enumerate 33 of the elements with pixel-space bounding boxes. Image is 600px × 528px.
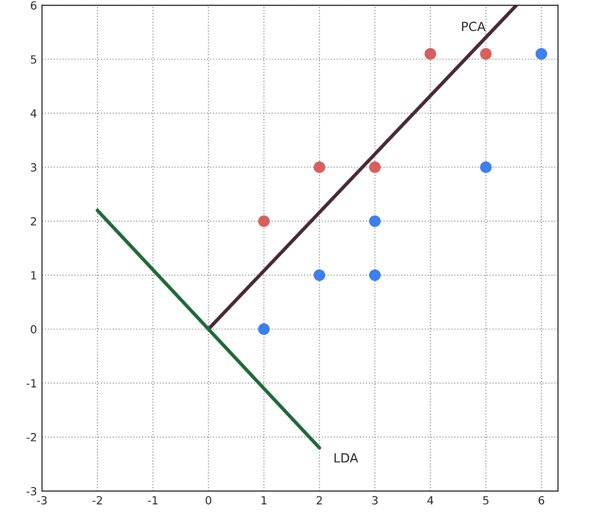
x-tick-label: -2	[92, 496, 102, 504]
y-tick-label: 1	[31, 271, 36, 280]
y-tick-label: 5	[30, 55, 36, 64]
y-tick-label: 0	[30, 325, 36, 334]
x-tick-label: 4	[427, 496, 434, 504]
y-tick-label: -1	[26, 379, 36, 388]
x-tick-label: 2	[316, 496, 322, 504]
x-tick-label: -1	[148, 496, 158, 504]
x-tick-label: 6	[538, 496, 544, 504]
point	[369, 215, 381, 227]
y-tick-label: 6	[30, 1, 36, 10]
x-tick-label: 3	[372, 496, 378, 504]
x-tick-label: 0	[206, 496, 212, 504]
point	[314, 161, 326, 174]
point	[314, 269, 326, 281]
x-tick-label: -3	[37, 496, 47, 504]
point	[480, 161, 492, 174]
point	[258, 215, 270, 227]
y-tick-label: 3	[30, 163, 36, 172]
point	[536, 48, 548, 60]
y-tick-label: 2	[30, 217, 36, 226]
point	[480, 48, 492, 60]
y-tick-label: -2	[26, 433, 36, 442]
point	[258, 323, 270, 335]
x-tick-label: 5	[483, 496, 488, 504]
y-tick-label: -3	[26, 487, 36, 496]
y-tick-label: 4	[30, 109, 37, 118]
point	[369, 269, 381, 281]
point	[369, 161, 381, 174]
point	[424, 48, 436, 60]
series-label: LDA	[334, 453, 358, 462]
series-label: PCA	[462, 22, 486, 32]
x-tick-label: 1	[262, 496, 266, 504]
